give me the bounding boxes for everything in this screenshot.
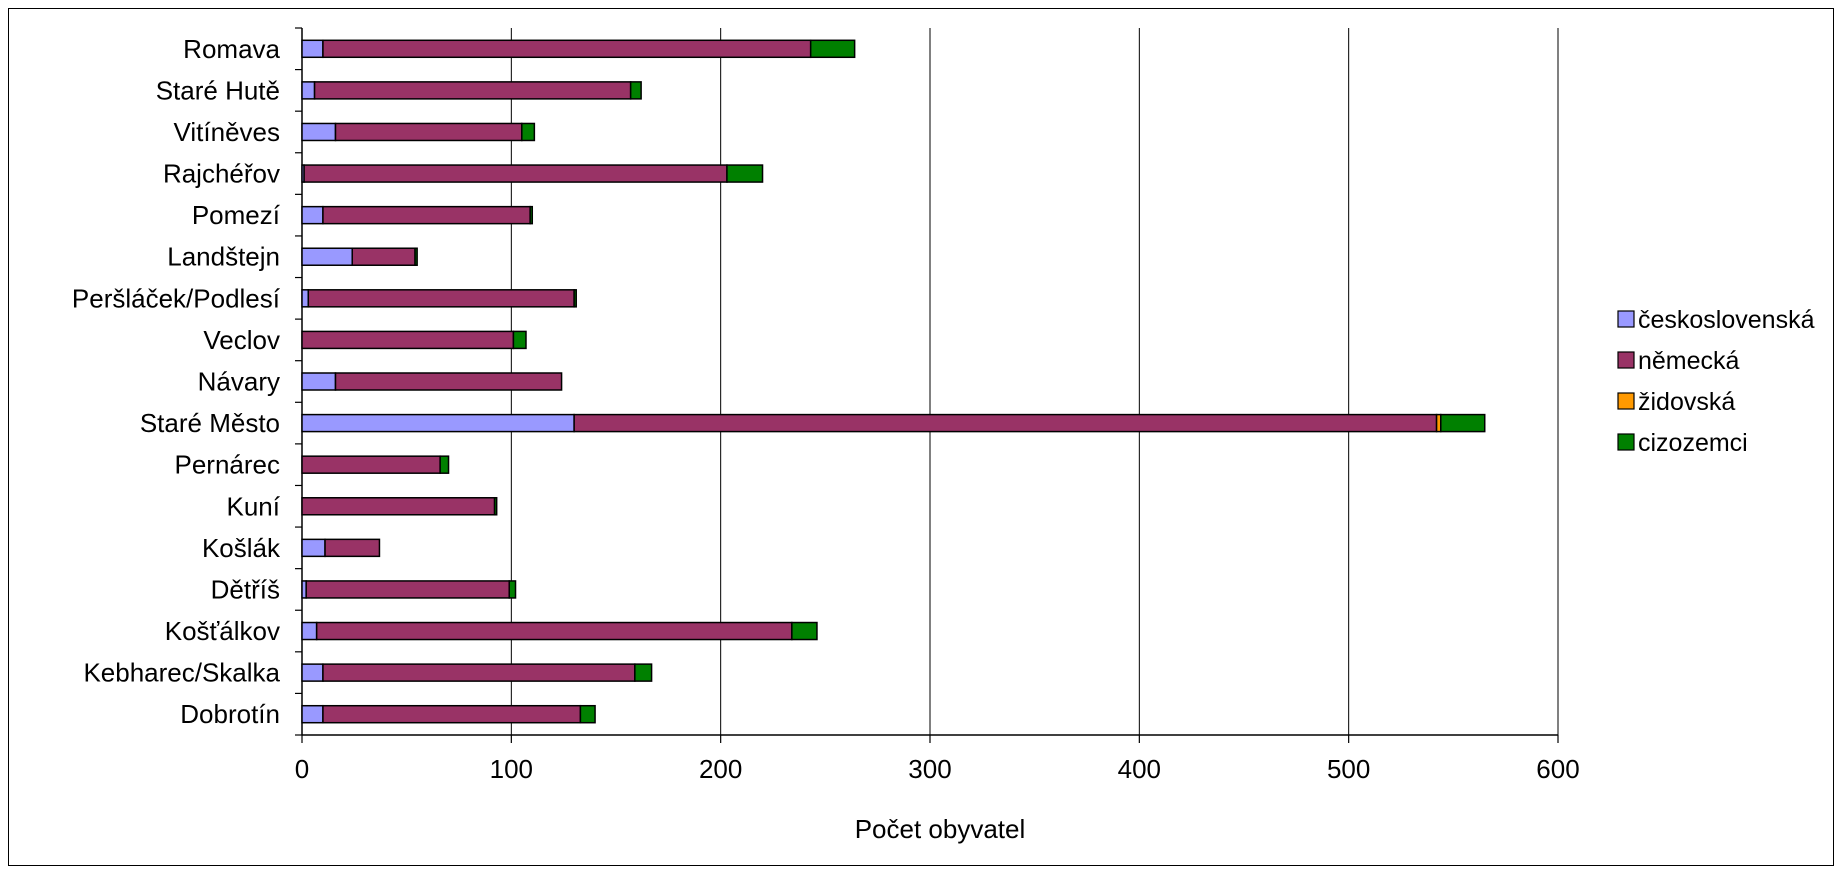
category-label: Veclov — [203, 325, 280, 355]
bar-segment — [322, 205, 531, 225]
legend-swatch — [1617, 433, 1635, 451]
bar-segment — [322, 39, 812, 59]
x-tick-label: 100 — [490, 754, 533, 784]
category-label: Peršláček/Podlesí — [72, 283, 281, 313]
bar-segment — [629, 81, 642, 100]
bar-segment — [301, 39, 324, 59]
bar-segment — [301, 497, 496, 516]
bar-segment — [305, 580, 510, 599]
bar-segment — [493, 497, 498, 516]
bar-segment — [512, 330, 527, 350]
category-label: Vitíněves — [174, 117, 280, 147]
category-label: Pomezí — [192, 200, 281, 230]
bar-segment — [726, 164, 764, 183]
category-label: Kebharec/Skalka — [83, 658, 280, 688]
bar-segment — [301, 247, 353, 266]
category-label: Rajchéřov — [163, 159, 280, 189]
category-label: Staré Město — [140, 408, 280, 438]
bar-segment — [301, 704, 324, 724]
bar-segment — [313, 81, 632, 100]
bar-segment — [301, 81, 316, 100]
x-tick-label: 500 — [1327, 754, 1370, 784]
bar-segment — [315, 621, 793, 641]
legend-label: židovská — [1638, 388, 1735, 416]
bar-segment — [809, 39, 856, 59]
category-labels: Romava Staré Hutě Vitíněves Rajchéřov Pomezí… — [72, 34, 281, 729]
bar-segment — [301, 205, 324, 225]
bar-segment — [634, 663, 653, 682]
gridlines — [510, 28, 1559, 735]
legend: československá německá židovská cizozemci — [1617, 306, 1815, 457]
bar-segment — [351, 247, 416, 266]
category-label: Košťálkov — [165, 616, 280, 646]
bar-segment — [301, 621, 318, 641]
bar-segment — [508, 580, 517, 599]
legend-label: cizozemci — [1638, 429, 1748, 457]
category-label: Návary — [198, 367, 280, 397]
x-tick-label: 400 — [1118, 754, 1161, 784]
legend-label: německá — [1638, 347, 1740, 375]
bar-segment — [307, 289, 575, 308]
bar-segment — [301, 538, 326, 558]
x-tick-label: 200 — [699, 754, 742, 784]
bar-segment — [1440, 413, 1486, 433]
category-label: Dobrotín — [180, 699, 280, 729]
x-tick-label: 0 — [295, 754, 309, 784]
bar-segment — [301, 289, 310, 308]
legend-swatch — [1617, 310, 1635, 328]
bar-segment — [322, 704, 582, 724]
category-label: Dětříš — [211, 574, 280, 604]
category-label: Landštejn — [167, 242, 280, 272]
bar-segment — [439, 455, 450, 474]
bar-segment — [334, 372, 563, 391]
category-label: Kuní — [227, 491, 281, 521]
x-tick-label: 300 — [908, 754, 951, 784]
bar-segment — [573, 289, 577, 308]
bar-segment — [579, 704, 596, 724]
x-tick-labels: 0 100 200 300 400 500 600 — [295, 754, 1580, 784]
legend-swatch — [1617, 392, 1635, 410]
category-label: Romava — [183, 34, 280, 64]
category-label: Pernárec — [175, 450, 281, 480]
bars — [301, 39, 1486, 724]
bar-segment — [301, 663, 324, 682]
bar-segment — [301, 330, 515, 350]
bar-segment — [301, 122, 337, 142]
bar-segment — [791, 621, 818, 641]
bar-segment — [414, 247, 418, 266]
bar-segment — [334, 122, 523, 142]
bar-segment — [521, 122, 536, 142]
category-label: Košlák — [202, 533, 281, 563]
legend-swatch — [1617, 351, 1635, 369]
legend-label: československá — [1638, 306, 1815, 334]
bar-segment — [303, 164, 728, 183]
bar-segment — [301, 413, 575, 433]
bar-segment — [529, 205, 534, 225]
x-tick-label: 600 — [1536, 754, 1579, 784]
x-axis-title: Počet obyvatel — [855, 814, 1026, 844]
category-label: Staré Hutě — [156, 75, 280, 105]
bar-segment — [301, 372, 337, 391]
bar-segment — [301, 455, 441, 474]
bar-segment — [324, 538, 381, 558]
bar-segment — [573, 413, 1438, 433]
bar-segment — [322, 663, 636, 682]
